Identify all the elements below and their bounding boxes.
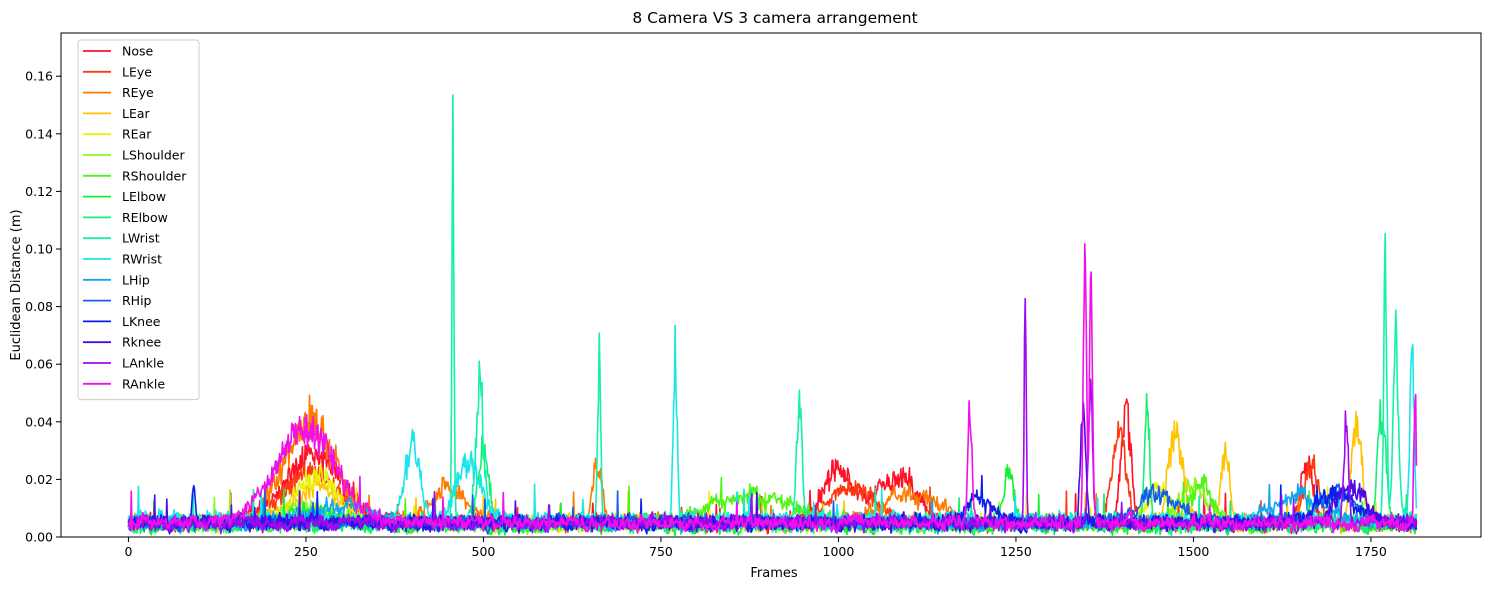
y-tick-label: 0.14 [25,126,53,141]
legend-label: RElbow [122,210,168,225]
y-axis: 0.00 0.02 0.04 0.06 0.08 0.10 0.12 0.14 0.16 [25,69,61,545]
x-tick-label: 0 [124,544,132,559]
x-tick-label: 1250 [1000,544,1032,559]
legend-label: LWrist [122,231,160,246]
x-tick-label: 500 [472,544,496,559]
y-axis-title: Euclidean Distance (m) [9,209,24,360]
legend-label: LAnkle [122,356,164,371]
legend-label: REar [122,127,152,142]
y-tick-label: 0.02 [25,472,53,487]
legend-label: LEar [122,106,151,121]
legend-label: LEye [122,64,152,79]
plot-frame [60,32,1482,538]
legend-label: RHip [122,293,152,308]
series-lines [127,94,1418,537]
series-line [127,483,1418,535]
legend-label: RAnkle [122,376,165,391]
y-tick-label: 0.16 [25,69,53,84]
x-tick-label: 250 [294,544,318,559]
x-tick-label: 1500 [1178,544,1210,559]
legend-label: Rknee [122,335,162,350]
x-tick-label: 750 [649,544,673,559]
y-tick-label: 0.04 [25,414,53,429]
y-tick-label: 0.00 [25,530,53,545]
x-axis: 0 250 500 750 1000 1250 1500 1750 [124,537,1387,559]
legend: Nose LEye REye LEar REar LShoulder RShoulder LE… [77,39,200,401]
legend-label: Nose [122,44,154,59]
legend-label: REye [122,85,154,100]
y-tick-label: 0.10 [25,242,53,257]
legend-label: RWrist [122,252,162,267]
y-tick-label: 0.12 [25,184,53,199]
legend-label: LHip [122,272,150,287]
legend-box [77,39,200,401]
series-line [127,243,1418,535]
x-tick-label: 1750 [1355,544,1387,559]
legend-label: LKnee [122,314,161,329]
y-tick-label: 0.08 [25,299,53,314]
y-tick-label: 0.06 [25,357,53,372]
legend-label: LElbow [122,189,166,204]
x-axis-title: Frames [750,566,798,581]
legend-label: LShoulder [122,148,185,163]
chart-title: 8 Camera VS 3 camera arrangement [632,9,917,27]
x-tick-label: 1000 [823,544,855,559]
legend-label: RShoulder [122,168,187,183]
